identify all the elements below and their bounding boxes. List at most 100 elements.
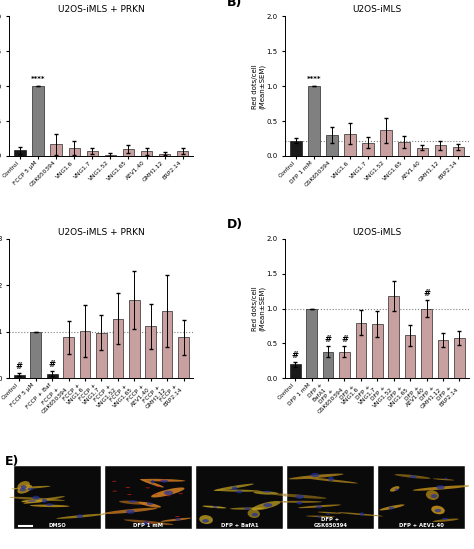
Bar bbox=[290, 365, 301, 378]
Ellipse shape bbox=[296, 501, 302, 505]
Bar bbox=[112, 319, 123, 378]
Ellipse shape bbox=[140, 479, 185, 481]
Text: ****: **** bbox=[31, 76, 46, 82]
Ellipse shape bbox=[278, 501, 322, 503]
Ellipse shape bbox=[247, 509, 260, 518]
Ellipse shape bbox=[444, 478, 447, 479]
Bar bbox=[287, 466, 374, 529]
Bar bbox=[381, 130, 392, 156]
Ellipse shape bbox=[27, 488, 34, 490]
Ellipse shape bbox=[394, 474, 431, 479]
Ellipse shape bbox=[161, 479, 168, 483]
Ellipse shape bbox=[119, 501, 149, 505]
Bar bbox=[32, 86, 44, 156]
Ellipse shape bbox=[126, 509, 135, 514]
Text: ****: **** bbox=[307, 76, 321, 82]
Circle shape bbox=[126, 487, 130, 488]
Bar bbox=[388, 296, 399, 378]
Ellipse shape bbox=[437, 485, 445, 489]
Ellipse shape bbox=[263, 491, 272, 492]
Text: D): D) bbox=[227, 218, 243, 231]
Ellipse shape bbox=[103, 508, 157, 514]
Text: #: # bbox=[325, 335, 331, 344]
Bar bbox=[30, 332, 41, 378]
Bar bbox=[146, 326, 156, 378]
Ellipse shape bbox=[326, 513, 330, 515]
Bar bbox=[454, 338, 465, 378]
Ellipse shape bbox=[124, 519, 173, 525]
Bar bbox=[14, 150, 26, 156]
Ellipse shape bbox=[252, 501, 281, 511]
Bar bbox=[372, 324, 383, 378]
Ellipse shape bbox=[128, 500, 137, 502]
Text: DFP 1 mM: DFP 1 mM bbox=[133, 523, 164, 528]
Bar bbox=[105, 466, 191, 529]
Bar bbox=[435, 145, 447, 156]
Bar bbox=[363, 143, 374, 156]
Ellipse shape bbox=[138, 502, 161, 508]
Text: E): E) bbox=[5, 455, 19, 468]
Ellipse shape bbox=[337, 512, 383, 517]
Ellipse shape bbox=[318, 512, 341, 514]
Ellipse shape bbox=[199, 515, 213, 524]
Bar bbox=[14, 466, 100, 529]
Ellipse shape bbox=[19, 488, 26, 491]
Title: U2OS-iMLS: U2OS-iMLS bbox=[353, 5, 402, 14]
Ellipse shape bbox=[42, 498, 47, 503]
Ellipse shape bbox=[21, 500, 45, 503]
Ellipse shape bbox=[143, 521, 150, 525]
Circle shape bbox=[166, 495, 171, 496]
Circle shape bbox=[153, 494, 158, 495]
Ellipse shape bbox=[214, 490, 261, 492]
Bar bbox=[378, 466, 465, 529]
Bar bbox=[405, 335, 416, 378]
Y-axis label: Red dots/cell
(Mean±SEM): Red dots/cell (Mean±SEM) bbox=[252, 286, 265, 331]
Circle shape bbox=[127, 494, 132, 495]
Text: DFP + AEV1.40: DFP + AEV1.40 bbox=[399, 523, 444, 528]
Bar bbox=[306, 309, 317, 378]
Bar bbox=[63, 338, 74, 378]
Ellipse shape bbox=[298, 505, 341, 508]
Ellipse shape bbox=[317, 505, 322, 508]
Bar bbox=[196, 466, 283, 529]
Ellipse shape bbox=[151, 488, 184, 497]
Ellipse shape bbox=[379, 505, 404, 511]
Ellipse shape bbox=[140, 479, 164, 488]
Circle shape bbox=[146, 522, 151, 523]
Text: DMSO: DMSO bbox=[48, 523, 66, 528]
Ellipse shape bbox=[11, 486, 50, 489]
Ellipse shape bbox=[21, 485, 27, 489]
Ellipse shape bbox=[56, 514, 106, 519]
Ellipse shape bbox=[317, 516, 321, 518]
Ellipse shape bbox=[27, 500, 36, 502]
Ellipse shape bbox=[413, 485, 470, 491]
Circle shape bbox=[175, 516, 180, 517]
Ellipse shape bbox=[252, 513, 258, 517]
Bar bbox=[178, 338, 189, 378]
Bar bbox=[80, 331, 91, 378]
Bar bbox=[323, 352, 333, 378]
Bar bbox=[327, 135, 338, 156]
Ellipse shape bbox=[395, 489, 399, 491]
Y-axis label: Red dots/cell
(Mean±SEM): Red dots/cell (Mean±SEM) bbox=[252, 64, 265, 109]
Ellipse shape bbox=[272, 494, 327, 499]
Ellipse shape bbox=[311, 473, 319, 477]
Bar bbox=[129, 300, 140, 378]
Bar bbox=[356, 323, 366, 378]
Bar bbox=[290, 141, 302, 156]
Ellipse shape bbox=[202, 506, 227, 508]
Title: U2OS-iMLS: U2OS-iMLS bbox=[353, 228, 402, 237]
Ellipse shape bbox=[18, 485, 32, 494]
Circle shape bbox=[156, 486, 161, 487]
Bar bbox=[14, 466, 100, 529]
Bar bbox=[378, 466, 465, 529]
Ellipse shape bbox=[202, 519, 209, 523]
Ellipse shape bbox=[164, 491, 173, 495]
Ellipse shape bbox=[433, 519, 459, 522]
Text: #: # bbox=[49, 360, 55, 369]
Bar bbox=[162, 311, 173, 378]
Ellipse shape bbox=[435, 509, 441, 512]
Bar bbox=[105, 154, 116, 156]
Bar bbox=[87, 151, 98, 156]
Bar bbox=[177, 151, 189, 156]
